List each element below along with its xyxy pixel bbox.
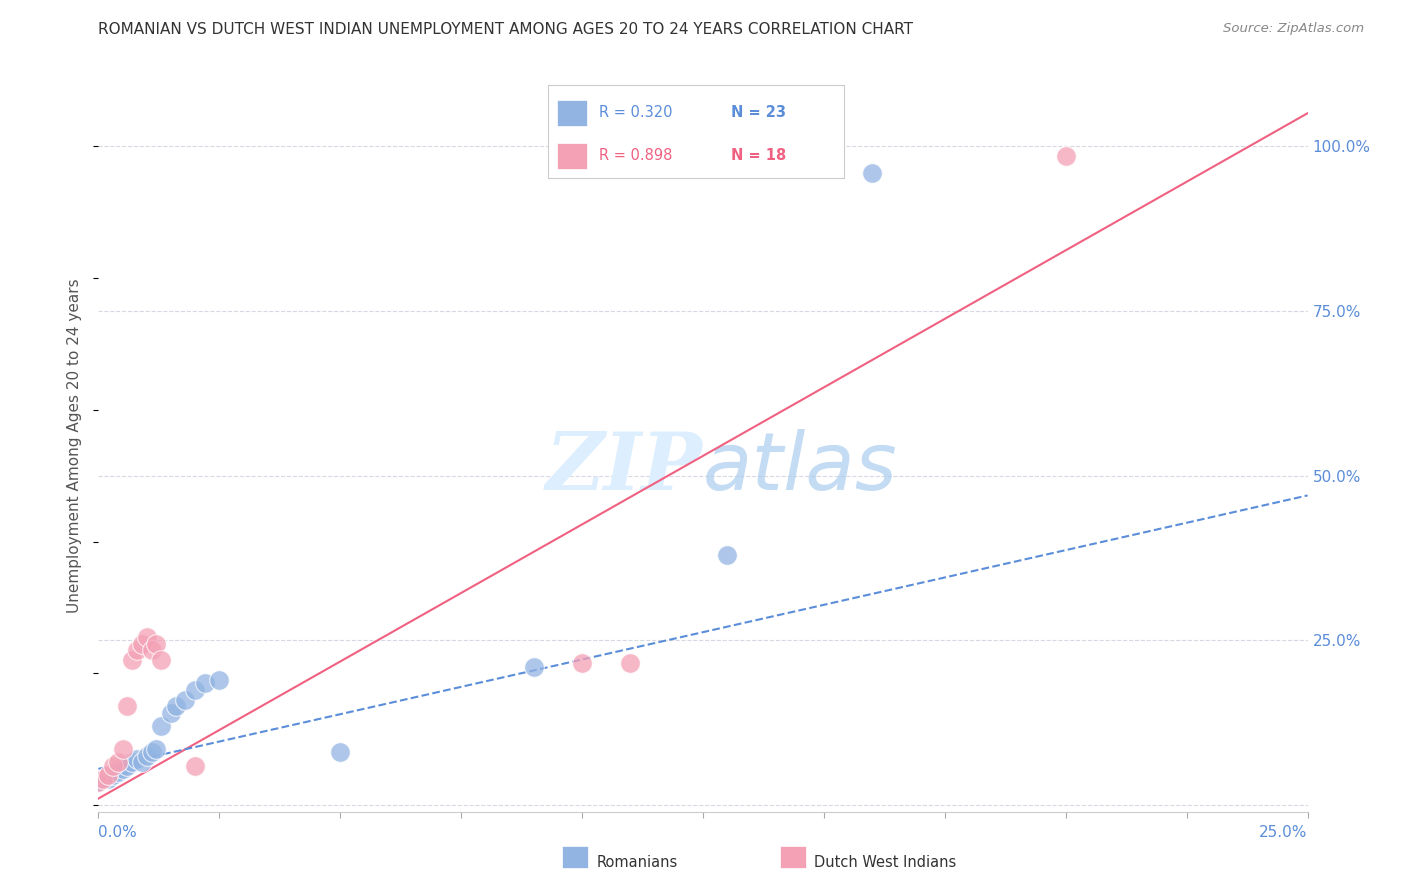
Point [160,706,183,720]
Point [127,643,149,657]
Text: Dutch West Indians: Dutch West Indians [814,855,956,870]
Text: Source: ZipAtlas.com: Source: ZipAtlas.com [1223,22,1364,36]
Point [141,746,163,760]
Text: ZIP: ZIP [546,429,703,507]
Point [117,699,139,714]
FancyBboxPatch shape [557,143,586,169]
Text: N = 18: N = 18 [731,148,786,163]
Point [329,746,352,760]
Text: atlas: atlas [703,429,898,507]
Point [165,699,187,714]
Point [107,756,129,770]
Point [523,659,546,673]
Point [117,758,139,772]
FancyBboxPatch shape [557,100,586,126]
Point [145,637,167,651]
Point [150,719,173,733]
Point [174,692,197,706]
Point [135,748,157,763]
Point [184,682,207,697]
Text: 0.0%: 0.0% [98,825,138,840]
Point [716,548,738,562]
Point [111,742,134,756]
Text: ROMANIAN VS DUTCH WEST INDIAN UNEMPLOYMENT AMONG AGES 20 TO 24 YEARS CORRELATION: ROMANIAN VS DUTCH WEST INDIAN UNEMPLOYME… [98,22,914,37]
Point [145,742,167,756]
Point [107,765,129,780]
Point [619,657,641,671]
Point [101,768,124,782]
Point [87,775,110,789]
Point [121,653,143,667]
Y-axis label: Unemployment Among Ages 20 to 24 years: Unemployment Among Ages 20 to 24 years [67,278,83,614]
Point [101,758,124,772]
Point [111,762,134,776]
Point [131,756,153,770]
Point [860,165,883,179]
Point [87,775,110,789]
Point [121,756,143,770]
Point [131,637,153,651]
Text: 25.0%: 25.0% [1260,825,1308,840]
Point [141,643,163,657]
Point [194,676,217,690]
Point [97,772,120,786]
Point [91,772,114,786]
Text: Romanians: Romanians [596,855,678,870]
Point [135,630,157,644]
Point [184,758,207,772]
Point [1054,149,1077,163]
Point [97,768,120,782]
Point [208,673,231,687]
Point [571,657,593,671]
Point [150,653,173,667]
Text: R = 0.898: R = 0.898 [599,148,672,163]
Text: N = 23: N = 23 [731,105,786,120]
Text: R = 0.320: R = 0.320 [599,105,672,120]
Point [127,752,149,766]
